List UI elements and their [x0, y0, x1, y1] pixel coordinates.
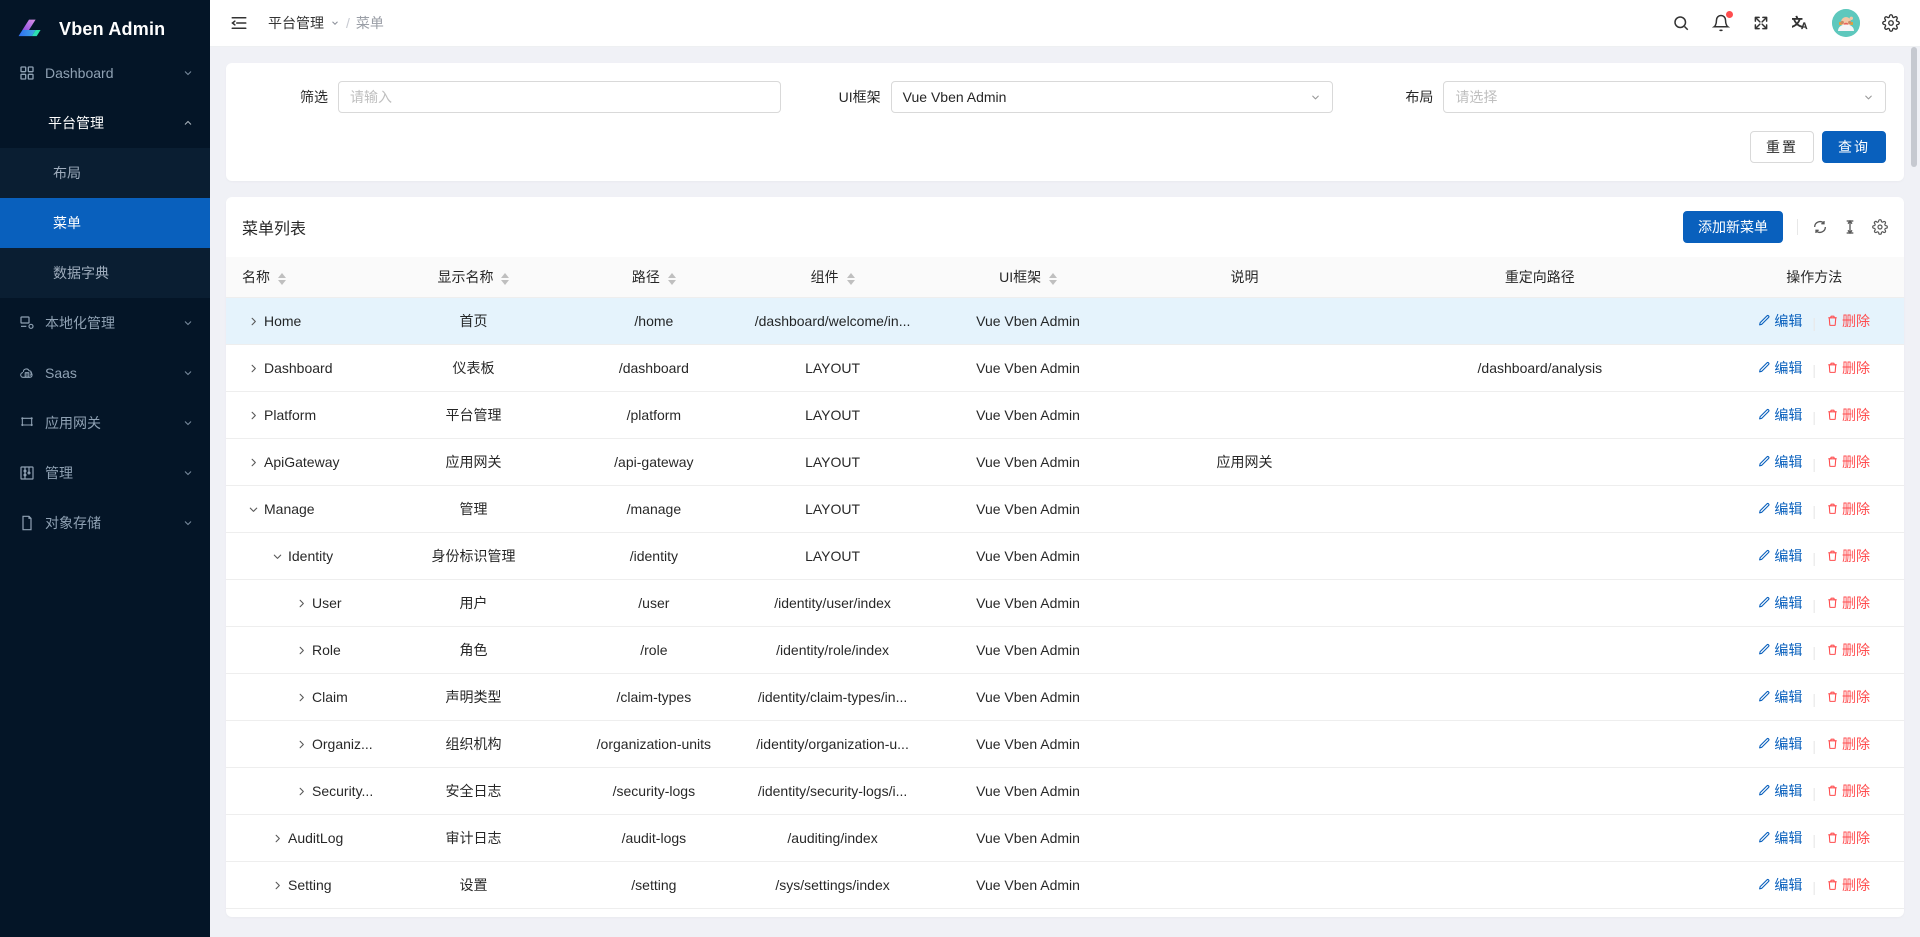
svg-text:A: A: [1801, 21, 1808, 31]
